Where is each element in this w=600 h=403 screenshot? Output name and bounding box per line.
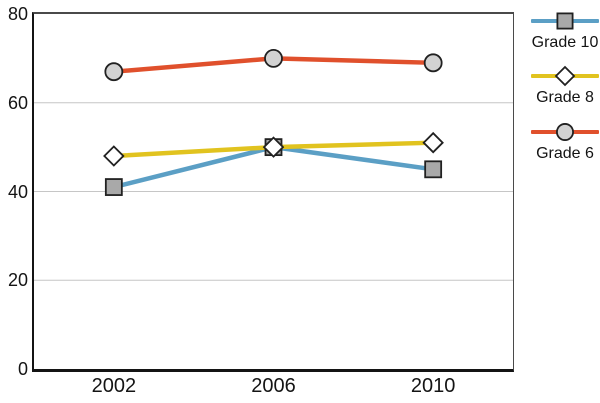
x-tick-label-2002: 2002 — [91, 375, 137, 397]
square-marker-icon — [556, 12, 574, 30]
data-point-grade-6-2002 — [104, 62, 124, 82]
data-point-grade-8-2002 — [103, 145, 125, 167]
legend: Grade 10 Grade 8 Grade 6 — [529, 0, 600, 180]
y-tick-label-20: 20 — [7, 270, 28, 291]
legend-item-grade-6: Grade 6 — [529, 119, 600, 163]
legend-swatch — [531, 8, 599, 34]
square-marker-shape — [556, 12, 574, 30]
plot-canvas — [34, 48, 513, 281]
data-point-grade-10-2002 — [104, 178, 123, 196]
legend-label: Grade 8 — [536, 89, 594, 106]
data-point-grade-8-2010 — [422, 131, 444, 154]
y-tick-label-60: 60 — [7, 92, 28, 113]
y-tick-label-0: 0 — [17, 359, 28, 379]
legend-label: Grade 6 — [536, 145, 594, 162]
data-point-grade-6-2006 — [264, 48, 283, 68]
plot-area — [32, 12, 514, 372]
circle-marker-shape — [556, 123, 574, 141]
circle-marker-icon — [556, 123, 574, 141]
diamond-marker-icon — [554, 65, 576, 87]
legend-item-grade-8: Grade 8 — [529, 63, 600, 107]
x-tick-label-2010: 2010 — [410, 375, 456, 397]
y-tick-label-40: 40 — [7, 181, 28, 202]
y-tick-label-80: 80 — [7, 4, 28, 24]
legend-label: Grade 10 — [531, 34, 599, 51]
legend-swatch — [531, 63, 599, 89]
data-point-grade-8-2006 — [262, 136, 285, 158]
diamond-marker-shape — [554, 65, 576, 87]
x-tick-label-2006: 2006 — [251, 375, 296, 397]
data-point-grade-6-2010 — [423, 53, 443, 73]
legend-item-grade-10: Grade 10 — [529, 8, 600, 52]
legend-swatch — [531, 119, 599, 145]
data-point-grade-10-2010 — [424, 160, 443, 179]
